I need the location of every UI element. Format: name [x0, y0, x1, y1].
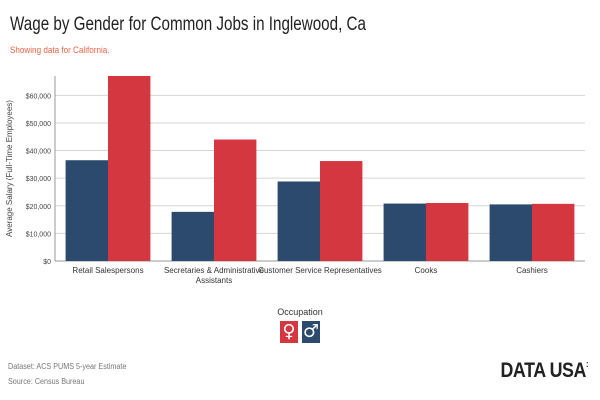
chart-subtitle: Showing data for California. — [10, 45, 110, 55]
legend: ♀ ♂ — [280, 321, 320, 343]
bar — [426, 203, 469, 261]
y-tick-label: $0 — [43, 259, 51, 266]
bar — [320, 161, 363, 261]
bar — [108, 76, 151, 261]
dataset-note: Dataset: ACS PUMS 5-year Estimate — [8, 362, 127, 371]
x-tick-label: Assistants — [196, 276, 232, 285]
bar — [383, 203, 426, 261]
bar — [532, 203, 575, 261]
y-tick-label: $50,000 — [26, 121, 51, 128]
bar — [277, 181, 320, 261]
chart-title: Wage by Gender for Common Jobs in Inglew… — [10, 14, 366, 35]
bar-chart: $0 $10,000 $20,000 $30,000 $40,000 $50,000 $60… — [5, 76, 585, 285]
y-tick-label: $30,000 — [26, 176, 51, 183]
y-tick-label: $20,000 — [26, 204, 51, 211]
x-tick-label: Retail Salespersons — [72, 266, 143, 275]
x-tick-label: Cashiers — [516, 266, 548, 275]
brand-logo[interactable]: DATA USA: — [500, 359, 588, 382]
x-tick-label: Secretaries & Administrative — [164, 266, 265, 275]
y-axis-label: Average Salary (Full-Time Employees) — [5, 100, 14, 237]
male-legend-icon[interactable]: ♂ — [302, 321, 320, 343]
female-legend-icon[interactable]: ♀ — [280, 321, 298, 343]
y-tick-label: $40,000 — [26, 149, 51, 156]
source-note: Source: Census Bureau — [8, 377, 85, 386]
y-tick-label: $60,000 — [26, 93, 51, 100]
x-tick-label: Customer Service Representatives — [258, 266, 382, 275]
bar — [171, 211, 214, 261]
x-tick-label: Cooks — [415, 266, 438, 275]
bar — [214, 139, 257, 261]
bar — [65, 160, 108, 261]
y-tick-label: $10,000 — [26, 231, 51, 238]
legend-title: Occupation — [277, 307, 323, 317]
bar — [489, 204, 532, 261]
